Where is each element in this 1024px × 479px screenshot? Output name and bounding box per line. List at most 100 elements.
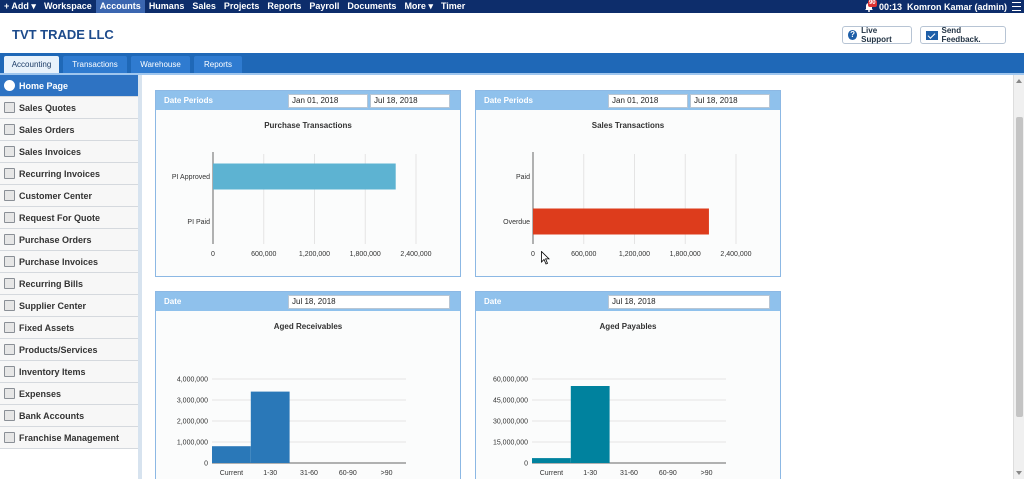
sidebar-item-purchase-invoices[interactable]: Purchase Invoices [0, 251, 138, 273]
sidebar-item-label: Customer Center [19, 190, 93, 201]
sidebar-item-sales-orders[interactable]: Sales Orders [0, 119, 138, 141]
sidebar-item-recurring-invoices[interactable]: Recurring Invoices [0, 163, 138, 185]
date-to-field[interactable]: Jul 18, 2018 [370, 94, 450, 108]
live-support-button[interactable]: ? Live Support [842, 26, 912, 44]
sidebar-splitter[interactable] [138, 75, 142, 479]
help-icon: ? [848, 30, 858, 40]
sidebar-item-sales-quotes[interactable]: Sales Quotes [0, 97, 138, 119]
chart-title: Aged Receivables [273, 322, 343, 331]
nav-item-5[interactable]: Projects [223, 1, 260, 11]
bar[interactable] [532, 458, 571, 463]
bar[interactable] [212, 446, 251, 463]
category-label: 60-90 [339, 470, 357, 477]
sidebar-item-sales-invoices[interactable]: Sales Invoices [0, 141, 138, 163]
sidebar-item-icon [4, 410, 15, 421]
hamburger-menu-icon[interactable] [1012, 2, 1021, 11]
nav-item-4[interactable]: Sales [192, 1, 216, 11]
category-label: >90 [381, 470, 393, 477]
nav-item-0[interactable]: + Add ▾ [4, 1, 36, 11]
x-tick-label: 1,800,000 [350, 251, 381, 258]
scroll-down-icon[interactable] [1016, 471, 1022, 475]
aged-receivables-panel: Date Jul 18, 2018 Aged Receivables 0 1,00… [155, 291, 461, 479]
y-tick-label: 15,000,000 [493, 440, 528, 447]
sidebar-item-icon [4, 102, 15, 113]
company-name: TVT TRADE LLC [12, 27, 114, 42]
bar[interactable] [533, 208, 709, 235]
nav-item-8[interactable]: Documents [347, 1, 397, 11]
tab-reports[interactable]: Reports [194, 56, 242, 73]
vertical-scrollbar[interactable] [1013, 75, 1024, 479]
category-label: PI Approved [172, 174, 210, 181]
chart-area: Sales Transactions 0 600,000 1,200,000 1,80… [476, 110, 780, 276]
panel-header: Date Periods Jan 01, 2018 Jul 18, 2018 [476, 91, 780, 110]
category-label: 31-60 [300, 470, 318, 477]
chart-area: Purchase Transactions 0 600,000 1,200,000 1… [156, 110, 460, 276]
scroll-thumb[interactable] [1016, 117, 1023, 417]
x-tick-label: 2,400,000 [720, 251, 751, 258]
sidebar-item-label: Bank Accounts [19, 410, 85, 421]
date-periods-label: Date Periods [484, 96, 533, 105]
sidebar-item-icon [4, 80, 15, 91]
sidebar-item-franchise-management[interactable]: Franchise Management [0, 427, 138, 449]
chart-area: Aged Receivables 0 1,000,000 2,000,000 3,00… [156, 311, 460, 479]
send-feedback-button[interactable]: Send Feedback. [920, 26, 1006, 44]
category-label: 60-90 [659, 470, 677, 477]
sidebar-item-supplier-center[interactable]: Supplier Center [0, 295, 138, 317]
sidebar-item-purchase-orders[interactable]: Purchase Orders [0, 229, 138, 251]
scroll-up-icon[interactable] [1016, 79, 1022, 83]
category-label: PI Paid [187, 219, 210, 226]
sidebar-item-home-page[interactable]: Home Page [0, 75, 138, 97]
sidebar-item-label: Purchase Invoices [19, 256, 99, 267]
category-label: Current [540, 470, 563, 477]
sidebar-item-customer-center[interactable]: Customer Center [0, 185, 138, 207]
nav-item-1[interactable]: Workspace [43, 1, 92, 11]
sidebar-item-recurring-bills[interactable]: Recurring Bills [0, 273, 138, 295]
sidebar-item-products-services[interactable]: Products/Services [0, 339, 138, 361]
bell-icon[interactable]: 90 [864, 0, 877, 12]
date-field[interactable]: Jul 18, 2018 [288, 295, 450, 309]
nav-item-6[interactable]: Reports [267, 1, 302, 11]
sidebar-item-expenses[interactable]: Expenses [0, 383, 138, 405]
user-menu[interactable]: Komron Kamar (admin) [906, 1, 1007, 12]
chart-area: Aged Payables 0 15,000,000 30,000,000 45,00… [476, 311, 780, 479]
category-label: >90 [701, 470, 713, 477]
live-support-label: Live Support [861, 26, 892, 44]
bar[interactable] [570, 386, 610, 463]
nav-item-7[interactable]: Payroll [309, 1, 340, 11]
y-tick-label: 2,000,000 [177, 419, 208, 426]
aged-payables-panel: Date Jul 18, 2018 Aged Payables 0 15,000,… [475, 291, 781, 479]
mouse-cursor-icon [541, 251, 550, 265]
aged-payables-chart: 0 15,000,000 30,000,000 45,000,000 60,000,00… [493, 377, 726, 477]
purchase-transactions-panel: Date Periods Jan 01, 2018 Jul 18, 2018 P… [155, 90, 461, 277]
category-label: 1-30 [263, 470, 277, 477]
sidebar-item-inventory-items[interactable]: Inventory Items [0, 361, 138, 383]
date-field[interactable]: Jul 18, 2018 [608, 295, 770, 309]
sidebar-item-icon [4, 278, 15, 289]
nav-item-3[interactable]: Humans [148, 1, 185, 11]
sales-transactions-chart: 0 600,000 1,200,000 1,800,000 2,400,000 Paid O… [503, 152, 752, 258]
sidebar-item-label: Request For Quote [19, 212, 101, 223]
date-from-field[interactable]: Jan 01, 2018 [288, 94, 368, 108]
sidebar-item-fixed-assets[interactable]: Fixed Assets [0, 317, 138, 339]
nav-item-9[interactable]: More ▾ [404, 1, 433, 11]
sidebar-item-bank-accounts[interactable]: Bank Accounts [0, 405, 138, 427]
y-tick-label: 1,000,000 [177, 440, 208, 447]
y-tick-label: 60,000,000 [493, 377, 528, 384]
date-from-field[interactable]: Jan 01, 2018 [608, 94, 688, 108]
tab-transactions[interactable]: Transactions [63, 56, 127, 73]
y-tick-label: 0 [204, 461, 208, 468]
sidebar-item-icon [4, 300, 15, 311]
bar[interactable] [250, 391, 290, 463]
sidebar-item-request-for-quote[interactable]: Request For Quote [0, 207, 138, 229]
nav-item-2[interactable]: Accounts [95, 0, 145, 13]
x-tick-label: 600,000 [571, 251, 596, 258]
tab-warehouse[interactable]: Warehouse [131, 56, 190, 73]
x-tick-label: 0 [531, 251, 535, 258]
panel-header: Date Periods Jan 01, 2018 Jul 18, 2018 [156, 91, 460, 110]
nav-item-10[interactable]: Timer [440, 1, 466, 11]
sidebar-item-icon [4, 234, 15, 245]
sidebar-item-label: Sales Quotes [19, 102, 77, 113]
date-to-field[interactable]: Jul 18, 2018 [690, 94, 770, 108]
tab-accounting[interactable]: Accounting [4, 56, 59, 73]
bar[interactable] [213, 163, 396, 190]
